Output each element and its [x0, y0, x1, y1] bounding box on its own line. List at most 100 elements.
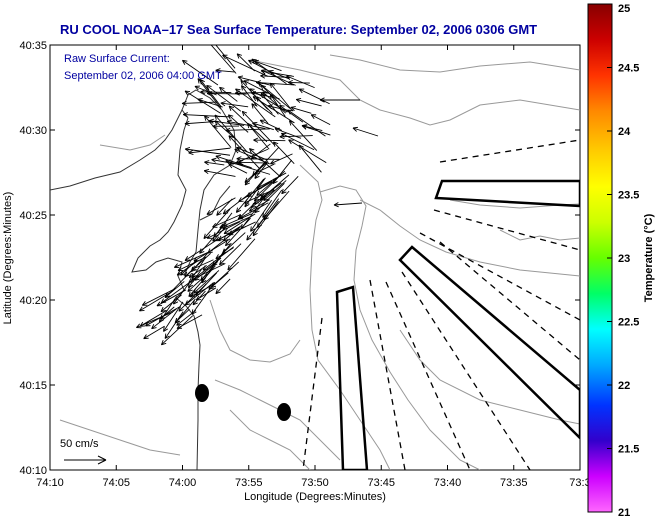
current-vector [236, 53, 255, 72]
current-vector [222, 54, 269, 77]
current-vector [177, 256, 207, 271]
current-vector [184, 120, 216, 127]
current-vector [251, 58, 287, 85]
current-vector [237, 202, 269, 220]
current-vector [267, 104, 289, 111]
current-vector [252, 200, 279, 237]
current-vector [192, 290, 206, 306]
current-vector [195, 272, 217, 296]
current-vectors [136, 45, 379, 346]
current-vector [163, 301, 184, 332]
current-vector [160, 315, 194, 346]
current-vector [158, 295, 178, 323]
colorbar-tick-label: 22.5 [618, 317, 639, 329]
current-vector [199, 222, 227, 254]
current-label-date: September 02, 2006 04:00 GMT [64, 70, 222, 82]
current-vector [288, 120, 318, 151]
colorbar-ticks: 25 24.5 24 23.5 23 22.5 22 21.5 21 [607, 3, 639, 518]
current-vector [143, 325, 165, 340]
current-vector [136, 311, 174, 329]
colorbar-tick-label: 23 [618, 253, 630, 265]
current-vector [290, 106, 312, 114]
current-vector [298, 88, 330, 105]
colorbar-label: Temperature (°C) [643, 213, 655, 302]
current-vector [215, 278, 231, 295]
current-vector [279, 134, 313, 140]
current-vector [295, 98, 322, 107]
x-tick-label: 73:40 [434, 477, 462, 489]
current-vector [203, 208, 231, 240]
current-vector [215, 247, 234, 260]
station-marker [277, 403, 291, 421]
current-vector [181, 100, 218, 106]
current-vector [254, 163, 275, 174]
current-vector [352, 126, 379, 137]
y-tick-label: 40:25 [19, 210, 47, 222]
current-vector [228, 105, 268, 143]
y-tick-label: 40:10 [19, 465, 47, 477]
sector-polygons [335, 179, 580, 470]
depth-contour [359, 199, 580, 277]
current-vector [203, 168, 236, 177]
current-vector [227, 238, 256, 271]
current-vector [270, 153, 293, 165]
current-vector [227, 114, 249, 133]
map-content [50, 45, 580, 470]
x-tick-label: 73:55 [235, 477, 263, 489]
current-vector [188, 147, 231, 155]
y-tick-label: 40:15 [19, 380, 47, 392]
current-vector [178, 283, 207, 312]
current-vector [184, 90, 221, 114]
x-tick-label: 73:3 [569, 477, 590, 489]
y-axis-ticks: 40:35 40:30 40:25 40:20 40:15 40:10 [19, 40, 580, 477]
current-vector [250, 199, 273, 232]
current-vector [182, 112, 230, 118]
current-vector [220, 101, 249, 108]
current-vector [204, 115, 232, 148]
current-vector [219, 86, 238, 102]
colorbar-tick-label: 24 [618, 126, 631, 138]
current-vector [281, 176, 299, 195]
current-vector [250, 91, 280, 100]
current-vector [302, 124, 331, 136]
colorbar-tick-label: 25 [618, 3, 630, 15]
coastline [50, 109, 201, 470]
depth-contour [319, 185, 481, 470]
x-tick-label: 73:45 [367, 477, 395, 489]
depth-contour [249, 59, 580, 126]
current-vector [204, 160, 225, 166]
current-vector [201, 248, 226, 284]
map-frame [49, 44, 581, 471]
x-axis-ticks: 74:10 74:05 74:00 73:55 73:50 73:45 73:40 73:35… [36, 45, 591, 489]
depth-contour [399, 329, 580, 425]
station-marker [195, 384, 209, 402]
current-vector [160, 294, 182, 313]
current-vector [241, 110, 276, 146]
current-vector [243, 80, 274, 96]
current-vector [253, 137, 286, 143]
current-vector [139, 291, 173, 312]
current-vector [215, 154, 252, 169]
current-vector [287, 79, 310, 86]
current-vector [234, 90, 264, 96]
current-vector [210, 45, 237, 74]
current-vector [241, 85, 258, 107]
depth-contour [99, 134, 166, 151]
depth-contour [499, 229, 580, 241]
current-vector [182, 59, 219, 86]
current-vector [252, 96, 295, 124]
current-vector [256, 172, 287, 189]
depth-contour [209, 299, 301, 363]
current-vector [164, 311, 184, 339]
current-vector [310, 114, 331, 125]
x-tick-label: 74:10 [36, 477, 64, 489]
current-vector [206, 85, 242, 112]
current-vector [269, 82, 292, 110]
current-vector [333, 202, 363, 208]
depth-contour [329, 54, 580, 73]
current-vector [253, 190, 272, 205]
current-vector [218, 225, 242, 241]
colorbar-tick-label: 21.5 [618, 444, 639, 456]
current-vector [206, 221, 241, 239]
